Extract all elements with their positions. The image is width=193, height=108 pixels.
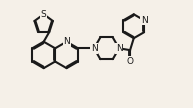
Text: O: O: [127, 57, 134, 66]
Text: N: N: [116, 44, 122, 53]
Text: S: S: [41, 10, 47, 19]
Text: N: N: [141, 16, 147, 25]
Text: N: N: [63, 37, 70, 46]
Text: N: N: [91, 44, 97, 53]
